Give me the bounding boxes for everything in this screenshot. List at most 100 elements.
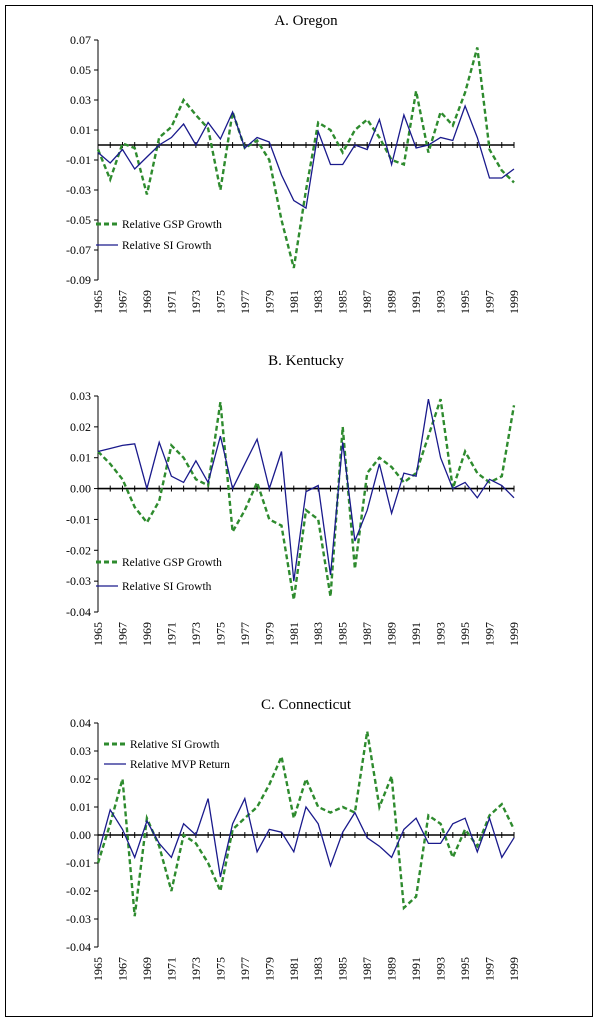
chart-2: B. Kentucky 0.03 0.02 0.01 0.00 -0.01 -0.02 -0.…: [66, 353, 521, 646]
x-tick-label: 1983: [311, 957, 325, 981]
y-tick-label: 0.02: [70, 420, 91, 434]
x-tick-label: 1979: [262, 290, 276, 314]
x-tick-label: 1965: [91, 290, 105, 314]
y-tick-label: -0.04: [66, 940, 91, 954]
x-tick-label: 1969: [140, 622, 154, 646]
y-tick-label: -0.02: [66, 543, 91, 557]
y-tick-label: 0.01: [70, 123, 91, 137]
x-tick-label: 1965: [91, 622, 105, 646]
y-tick-label: 0.03: [70, 389, 91, 403]
x-tick-label: 1997: [483, 957, 497, 981]
x-tick-label: 1973: [189, 290, 203, 314]
x-tick-label: 1971: [164, 622, 178, 646]
x-tick-label: 1967: [115, 957, 129, 981]
x-tick-label: 1973: [189, 957, 203, 981]
legend-label: Relative GSP Growth: [122, 557, 222, 569]
chart-title: C. Connecticut: [261, 697, 352, 713]
x-tick-label: 1979: [262, 957, 276, 981]
x-tick-label: 1987: [360, 622, 374, 646]
x-tick-label: 1971: [164, 290, 178, 314]
legend-label: Relative SI Growth: [130, 739, 220, 751]
x-tick-label: 1981: [287, 957, 301, 981]
y-tick-label: 0.07: [70, 33, 91, 47]
x-tick-label: 1991: [409, 622, 423, 646]
chart-title: A. Oregon: [274, 13, 338, 29]
legend-label: Relative MVP Return: [130, 759, 230, 771]
x-tick-label: 1989: [385, 290, 399, 314]
series-line-2: [97, 104, 515, 210]
chart-3: C. Connecticut 0.04 0.03 0.02 0.01 0.00 -0.01 -…: [66, 697, 521, 981]
x-tick-label: 1995: [458, 957, 472, 981]
x-tick-label: 1989: [385, 957, 399, 981]
x-tick-label: 1999: [507, 622, 521, 646]
y-tick-label: -0.01: [66, 856, 91, 870]
x-tick-label: 1965: [91, 957, 105, 981]
y-tick-label: 0.02: [70, 772, 91, 786]
y-tick-label: -0.02: [66, 884, 91, 898]
y-tick-label: 0.01: [70, 451, 91, 465]
x-tick-label: 1977: [238, 290, 252, 314]
series-line-2: [97, 796, 515, 878]
x-tick-label: 1977: [238, 957, 252, 981]
x-tick-label: 1975: [213, 622, 227, 646]
x-tick-label: 1967: [115, 622, 129, 646]
legend-label: Relative SI Growth: [122, 581, 212, 593]
x-tick-label: 1985: [336, 957, 350, 981]
figure-frame: [5, 5, 593, 1017]
y-tick-label: -0.04: [66, 605, 91, 619]
x-tick-label: 1991: [409, 957, 423, 981]
y-tick-label: 0.05: [70, 63, 91, 77]
y-tick-label: -0.03: [66, 574, 91, 588]
x-tick-label: 1975: [213, 957, 227, 981]
x-tick-label: 1979: [262, 622, 276, 646]
x-tick-label: 1985: [336, 622, 350, 646]
y-tick-label: 0.04: [70, 716, 91, 730]
x-tick-label: 1999: [507, 290, 521, 314]
x-tick-label: 1995: [458, 622, 472, 646]
y-tick-label: 0.01: [70, 800, 91, 814]
x-tick-label: 1969: [140, 290, 154, 314]
x-tick-label: 1993: [434, 622, 448, 646]
x-tick-label: 1967: [115, 290, 129, 314]
x-tick-label: 1977: [238, 622, 252, 646]
x-tick-label: 1973: [189, 622, 203, 646]
x-tick-label: 1997: [483, 290, 497, 314]
y-tick-label: -0.03: [66, 183, 91, 197]
y-tick-label: -0.01: [66, 512, 91, 526]
x-tick-label: 1997: [483, 622, 497, 646]
y-tick-label: -0.09: [66, 273, 91, 287]
chart-1: A. Oregon 0.07 0.05 0.03 0.01 -0.01 -0.03 -0.05…: [66, 13, 521, 314]
y-tick-label: -0.05: [66, 213, 91, 227]
x-tick-label: 1981: [287, 290, 301, 314]
x-tick-label: 1987: [360, 290, 374, 314]
series-line-1: [96, 731, 516, 917]
series-line-2: [97, 398, 515, 582]
y-tick-label: -0.01: [66, 153, 91, 167]
x-tick-label: 1983: [311, 290, 325, 314]
y-tick-label: 0.00: [70, 482, 91, 496]
y-tick-label: 0.03: [70, 93, 91, 107]
series-line-1: [97, 398, 516, 600]
y-tick-label: -0.07: [66, 243, 91, 257]
x-tick-label: 1975: [213, 290, 227, 314]
y-tick-label: 0.00: [70, 828, 91, 842]
y-tick-label: -0.03: [66, 912, 91, 926]
legend-label: Relative GSP Growth: [122, 219, 222, 231]
x-tick-label: 1981: [287, 622, 301, 646]
x-tick-label: 1971: [164, 957, 178, 981]
legend-label: Relative SI Growth: [122, 240, 212, 252]
x-tick-label: 1993: [434, 957, 448, 981]
x-tick-label: 1999: [507, 957, 521, 981]
x-tick-label: 1985: [336, 290, 350, 314]
x-tick-label: 1969: [140, 957, 154, 981]
x-tick-label: 1987: [360, 957, 374, 981]
x-tick-label: 1989: [385, 622, 399, 646]
series-line-1: [96, 47, 515, 269]
x-tick-label: 1993: [434, 290, 448, 314]
x-tick-label: 1995: [458, 290, 472, 314]
x-tick-label: 1983: [311, 622, 325, 646]
chart-title: B. Kentucky: [268, 353, 344, 369]
x-tick-label: 1991: [409, 290, 423, 314]
y-tick-label: 0.03: [70, 744, 91, 758]
